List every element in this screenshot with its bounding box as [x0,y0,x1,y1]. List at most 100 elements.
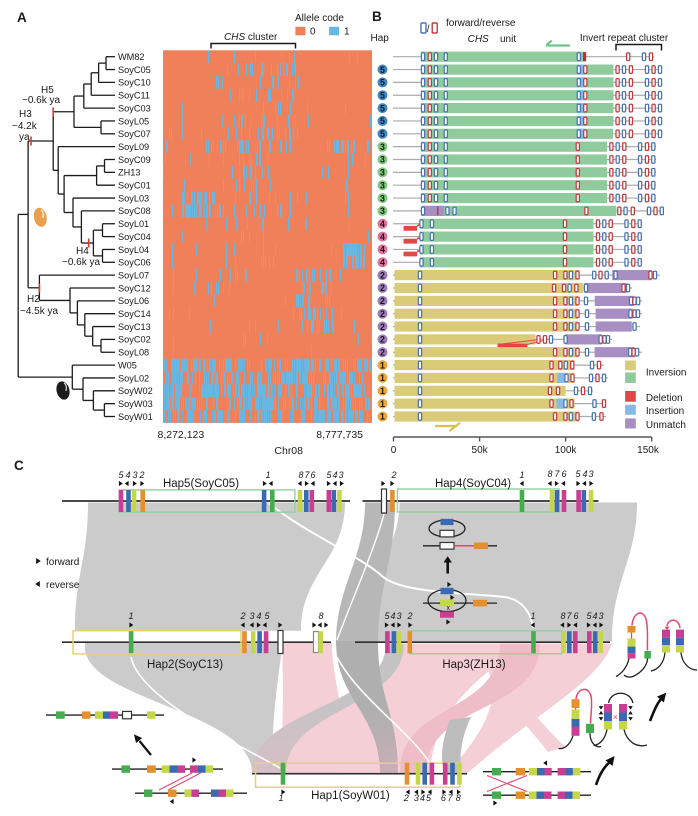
svg-text:150k: 150k [637,445,660,456]
svg-text:6: 6 [561,469,566,479]
svg-text:1: 1 [519,470,524,480]
svg-text:0: 0 [310,27,316,38]
svg-text:SoyW01: SoyW01 [118,412,153,422]
svg-text:SoyC02: SoyC02 [118,335,151,345]
svg-text:SoyW03: SoyW03 [118,399,153,409]
svg-text:0: 0 [391,445,397,456]
svg-text:3: 3 [380,206,385,216]
svg-text:2: 2 [380,283,385,293]
svg-text:5: 5 [380,65,385,75]
svg-text:5: 5 [380,103,385,113]
svg-text:3: 3 [132,470,137,480]
svg-text:SoyC06: SoyC06 [118,258,151,268]
svg-text:1: 1 [344,27,350,38]
svg-text:forward: forward [46,557,79,568]
svg-text:SoyL05: SoyL05 [118,116,149,126]
svg-text:W05: W05 [118,360,137,370]
svg-text:SoyC08: SoyC08 [118,206,151,216]
svg-text:8: 8 [456,793,461,803]
svg-text:4: 4 [582,469,587,479]
svg-text:3: 3 [338,470,343,480]
svg-text:SoyC05: SoyC05 [118,65,151,75]
svg-text:8: 8 [318,611,323,621]
svg-text:1: 1 [380,360,385,370]
svg-text:reverse: reverse [46,580,80,591]
svg-text:SoyC09: SoyC09 [118,155,151,165]
svg-text:forward/reverse: forward/reverse [446,18,516,29]
svg-text:4: 4 [380,258,385,268]
svg-text:SoyC03: SoyC03 [118,103,151,113]
svg-text:5: 5 [426,793,432,803]
svg-text:/: / [427,24,430,35]
svg-text:Invert repeat cluster: Invert repeat cluster [580,33,669,44]
svg-text:2: 2 [406,611,412,621]
svg-text:4: 4 [125,470,130,480]
svg-text:x: x [447,605,451,612]
svg-text:2: 2 [138,470,144,480]
svg-text:~4.5k ya: ~4.5k ya [20,306,59,317]
svg-text:SoyL07: SoyL07 [118,270,149,280]
svg-text:3: 3 [414,793,419,803]
svg-text:2: 2 [380,270,385,280]
svg-text:H4: H4 [76,246,89,257]
svg-text:2: 2 [403,793,409,803]
svg-text:4: 4 [380,232,385,242]
svg-text:SoyW02: SoyW02 [118,386,153,396]
svg-text:SoyL02: SoyL02 [118,373,149,383]
svg-text:H5: H5 [41,85,54,96]
svg-text:8: 8 [547,469,552,479]
svg-text:2: 2 [380,335,385,345]
svg-text:Hap3(ZH13): Hap3(ZH13) [442,659,505,671]
svg-text:7: 7 [447,793,453,803]
svg-text:Inversion: Inversion [646,367,687,378]
svg-text:1: 1 [265,470,270,480]
svg-text:100k: 100k [555,445,578,456]
svg-text:6: 6 [573,611,578,621]
svg-text:SoyC07: SoyC07 [118,129,151,139]
svg-text:3: 3 [588,469,593,479]
svg-text:CHS cluster: CHS cluster [224,32,278,43]
svg-text:Hap: Hap [371,33,390,44]
svg-text:B: B [372,9,382,24]
svg-text:1: 1 [278,793,283,803]
svg-text:1: 1 [530,611,535,621]
svg-text:7: 7 [304,470,310,480]
svg-text:SoyC11: SoyC11 [118,91,150,101]
svg-text:SoyL09: SoyL09 [118,142,149,152]
svg-text:5: 5 [118,470,124,480]
svg-text:4: 4 [380,219,385,229]
svg-text:SoyL08: SoyL08 [118,348,149,358]
svg-text:2: 2 [380,309,385,319]
svg-text:4: 4 [332,470,337,480]
svg-text:SoyL03: SoyL03 [118,193,149,203]
svg-text:5: 5 [380,116,385,126]
svg-text:Chr08: Chr08 [274,445,303,457]
svg-text:SoyC10: SoyC10 [118,78,151,88]
svg-text:5: 5 [326,470,332,480]
svg-text:4: 4 [390,611,395,621]
svg-text:5: 5 [380,129,385,139]
svg-text:3: 3 [380,142,385,152]
svg-text:~4.2k: ~4.2k [12,121,38,132]
svg-text:3: 3 [380,193,385,203]
svg-text:Hap1(SoyW01): Hap1(SoyW01) [311,790,390,802]
svg-text:SoyL01: SoyL01 [118,219,149,229]
svg-text:Hap4(SoyC04): Hap4(SoyC04) [435,478,511,490]
svg-text:A: A [17,10,27,25]
svg-text:2: 2 [239,611,245,621]
svg-text:4: 4 [420,793,425,803]
svg-text:WM82: WM82 [118,52,145,62]
svg-text:4: 4 [256,611,261,621]
svg-text:SoyC04: SoyC04 [118,232,151,242]
svg-text:6: 6 [441,793,446,803]
svg-text:1: 1 [128,611,133,621]
svg-text:3: 3 [380,155,385,165]
svg-text:C: C [14,458,24,473]
svg-text:SoyL06: SoyL06 [118,296,149,306]
svg-text:unit: unit [500,34,516,45]
svg-text:2: 2 [380,322,385,332]
svg-text:8: 8 [560,611,565,621]
svg-text:8: 8 [298,470,303,480]
svg-text:ZH13: ZH13 [118,168,140,178]
svg-text:3: 3 [380,168,385,178]
